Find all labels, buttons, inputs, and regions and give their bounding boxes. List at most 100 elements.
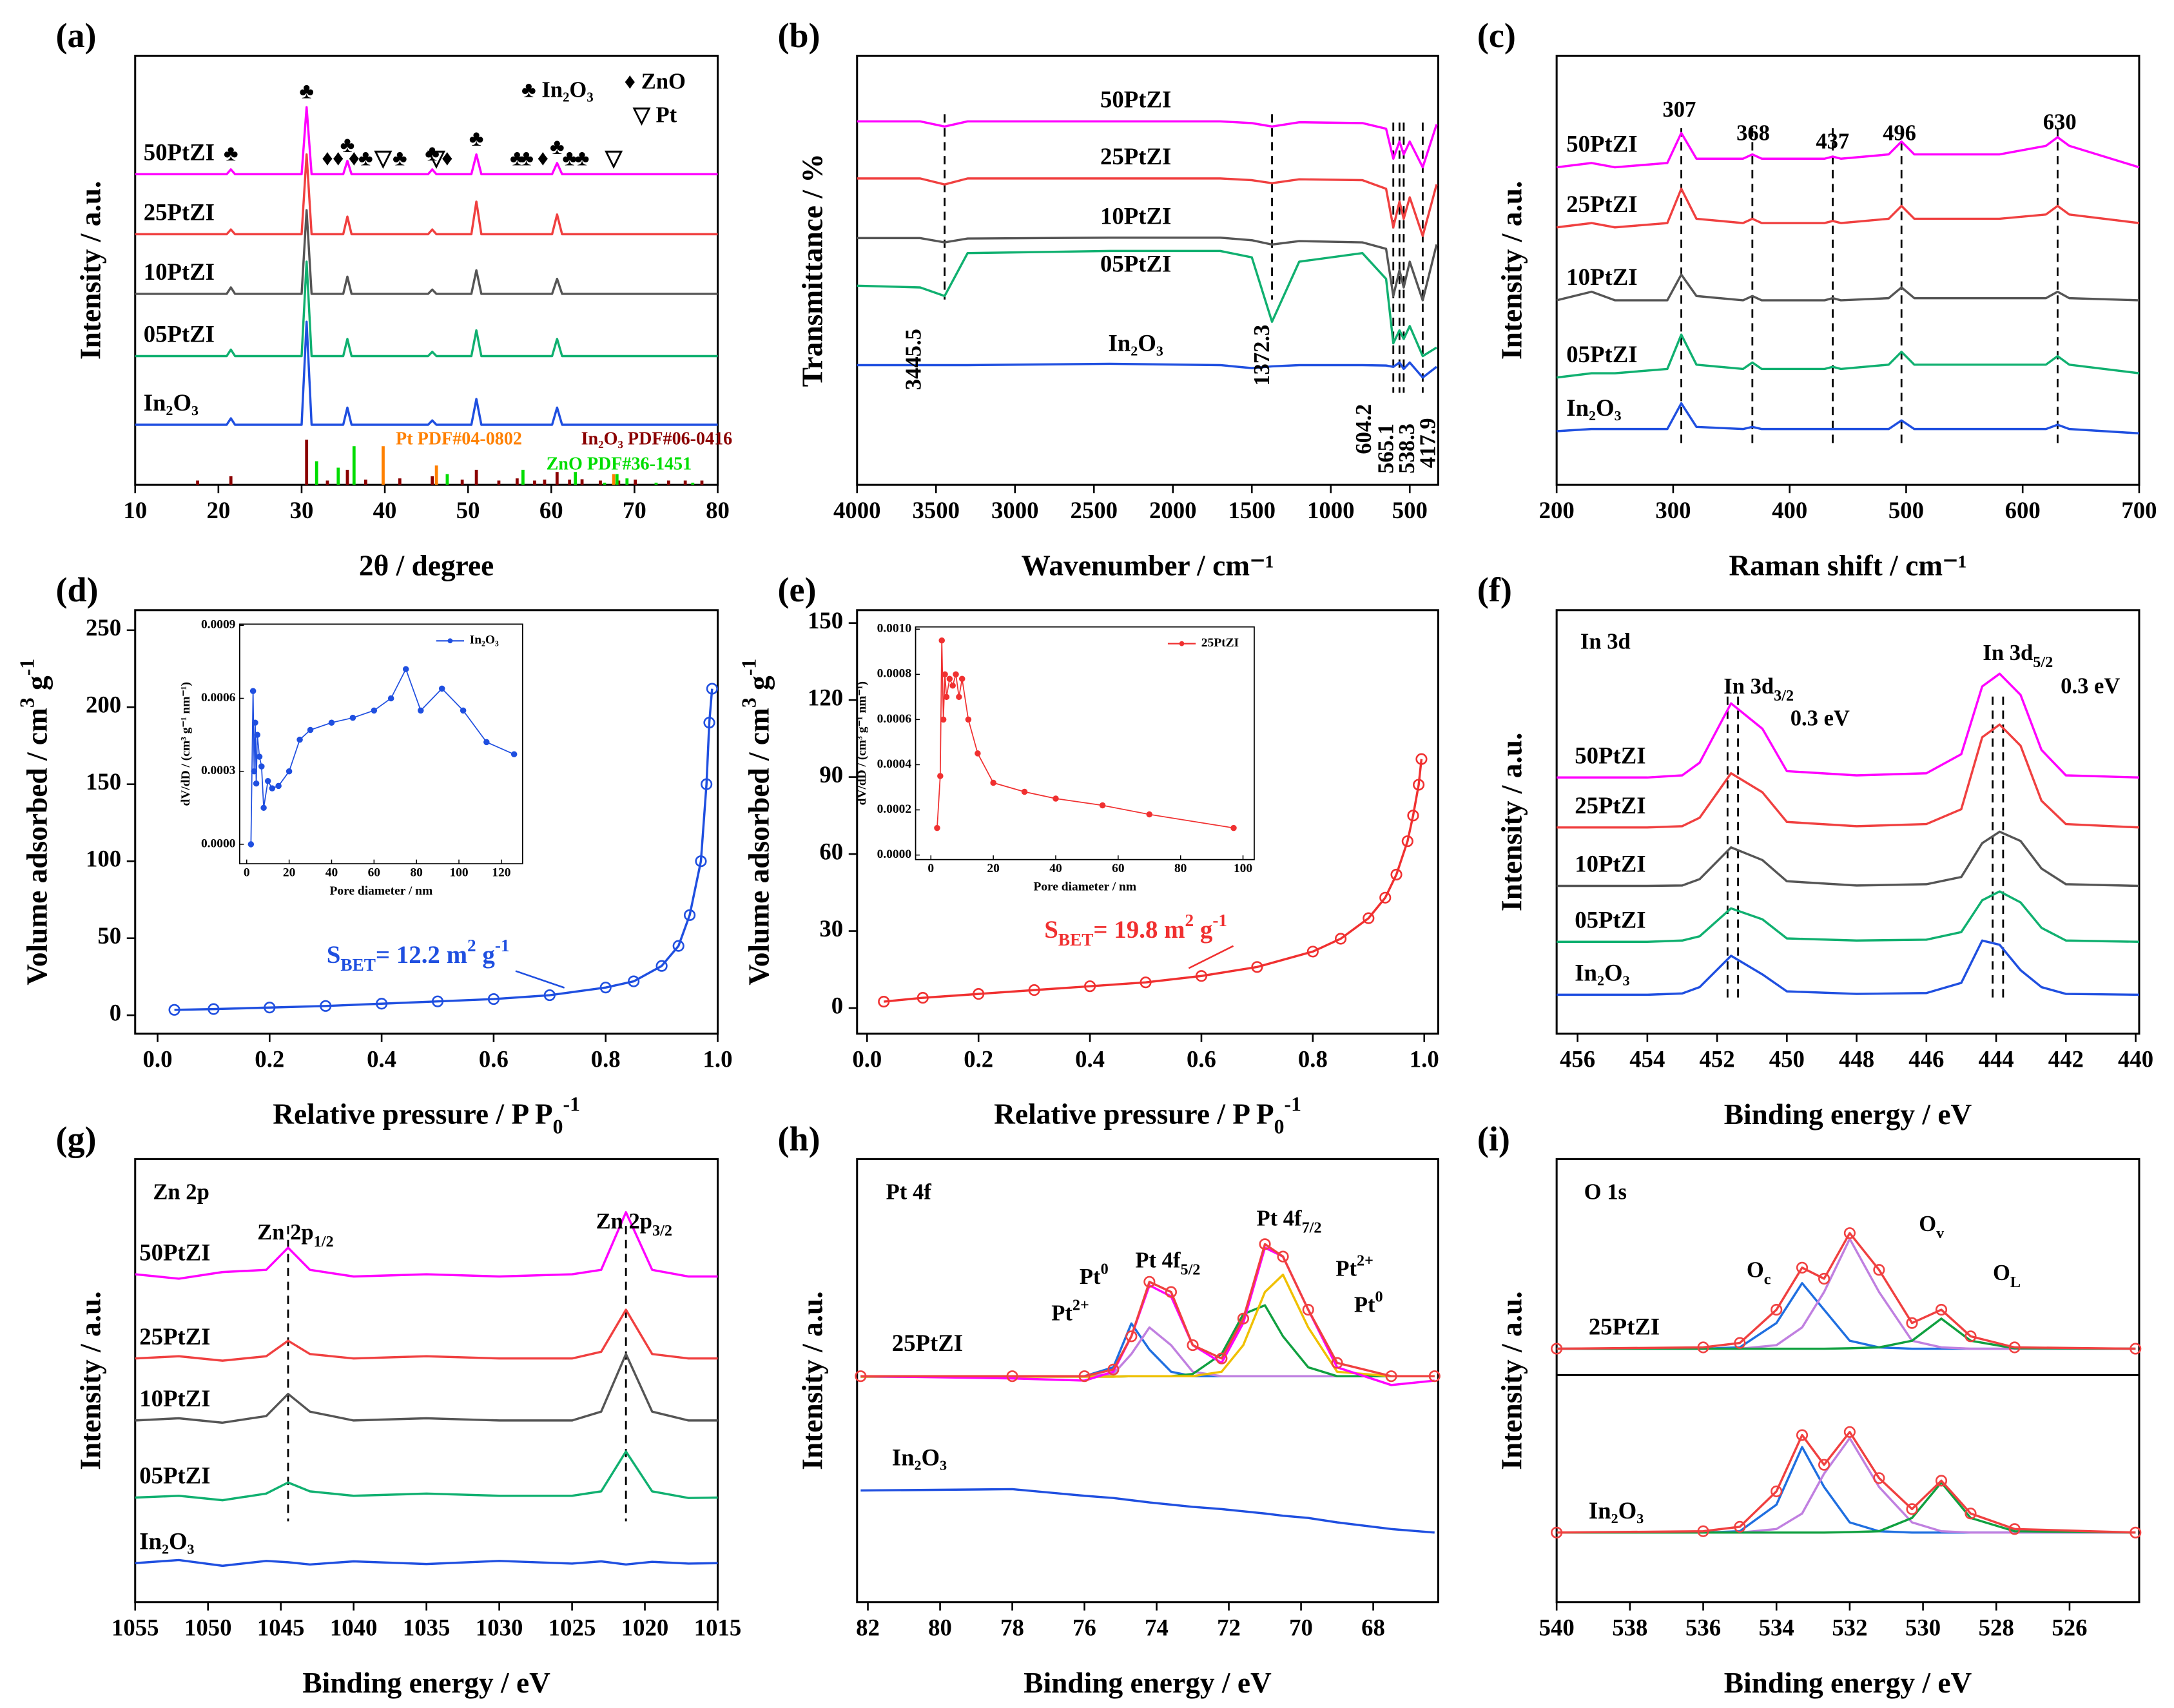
point (1734, 1520, 1746, 1533)
legend-marker (447, 638, 453, 644)
point (990, 779, 996, 786)
point (938, 637, 945, 644)
legend-label: 25PtZI (1201, 636, 1239, 650)
point (878, 995, 890, 1008)
series-line (135, 320, 718, 426)
point (1125, 1330, 1138, 1343)
annotation: SBET= 12.2 m2 g-1 (327, 936, 510, 975)
x-tick-label: 534 (1759, 1614, 1794, 1640)
text-part: g (21, 675, 53, 697)
panel-label: (g) (55, 1120, 96, 1158)
point (1259, 1238, 1271, 1250)
text-part: Volume adsorbed / cm (21, 708, 53, 985)
x-tick-label: 80 (706, 497, 730, 523)
y-axis-label: Intensity / a.u. (796, 1291, 828, 1470)
point (349, 714, 356, 721)
x-tick-label: 0.4 (367, 1046, 396, 1072)
text-part: O (1747, 1257, 1764, 1282)
series-line (857, 177, 1438, 237)
peak-marker: ♦ (538, 146, 549, 171)
y-axis-label: Intensity / a.u. (1496, 1291, 1528, 1470)
point (258, 763, 265, 770)
annotation: In 3d (1580, 630, 1631, 654)
text-part: 0 (1375, 1288, 1383, 1306)
point (1697, 1525, 1709, 1537)
point (1551, 1343, 1563, 1355)
x-axis-label: Binding energy / eV (1724, 1667, 1972, 1699)
series-name: 25PtZI (892, 1330, 963, 1356)
point (1697, 1341, 1709, 1354)
annotation: 1372.3 (1250, 325, 1274, 386)
annotation-arrow (515, 970, 565, 989)
point (438, 685, 445, 692)
point (1818, 1272, 1830, 1285)
x-tick-label: 0.0 (143, 1046, 173, 1072)
series-line (1557, 939, 2139, 996)
series-line (1557, 672, 2139, 779)
annotation: Pt2+ (1051, 1297, 1089, 1326)
text-part: -1 (1212, 911, 1227, 930)
x-tick-label: 1030 (476, 1614, 523, 1640)
point (628, 975, 640, 987)
x-tick-label: 30 (290, 497, 314, 523)
series-line (860, 1243, 1435, 1377)
annotation: 417.9 (1415, 418, 1440, 468)
plot-frame (1555, 609, 2140, 1035)
annotation: Oc (1747, 1257, 1771, 1288)
x-tick-label: 1040 (330, 1614, 378, 1640)
inset-y-tick-label: 0.0002 (877, 802, 911, 816)
x-tick-label: 40 (373, 497, 397, 523)
inset-x-tick-label: 20 (987, 862, 999, 875)
point (1277, 1250, 1289, 1263)
x-tick-label: 2500 (1070, 497, 1118, 523)
series-line (857, 361, 1437, 379)
series-name: In₂O₃ (1589, 1497, 1644, 1524)
text-part: Zn 2p (596, 1209, 652, 1234)
x-tick-label: 1020 (621, 1614, 669, 1640)
x-axis-label: Binding energy / eV (1024, 1667, 1272, 1699)
annotation: ♣ In₂O₃ (521, 78, 594, 102)
y-tick-label: 200 (86, 692, 121, 718)
x-tick-label: 456 (1560, 1046, 1595, 1072)
x-axis-label: Binding energy / eV (1724, 1098, 1972, 1131)
inset-y-tick-label: 0.0004 (877, 757, 912, 771)
x-tick-label: 1035 (403, 1614, 451, 1640)
series-name: 50PtZI (144, 139, 215, 165)
point (376, 998, 388, 1010)
legend-marker (1179, 641, 1185, 646)
point (1415, 753, 1428, 765)
text-part: 2+ (1072, 1297, 1089, 1314)
x-tick-label: 442 (2048, 1046, 2084, 1072)
x-tick-label: 0.6 (1187, 1046, 1216, 1072)
point (208, 1003, 220, 1015)
text-part: -1 (15, 659, 38, 675)
point (1771, 1303, 1783, 1316)
series-line (1557, 1431, 2136, 1534)
point (1935, 1475, 1948, 1487)
series-line (1557, 890, 2139, 943)
x-tick-label: 526 (2052, 1614, 2087, 1640)
x-tick-label: 1.0 (1410, 1046, 1439, 1072)
point (943, 694, 950, 701)
x-tick-label: 82 (856, 1614, 880, 1640)
inset-x-tick-label: 60 (368, 866, 380, 880)
inset-x-tick-label: 40 (1049, 862, 1062, 875)
series-line (135, 1558, 718, 1567)
peak-marker: ▽ (427, 146, 446, 171)
point (483, 739, 490, 746)
point (1818, 1459, 1830, 1471)
series-name: 10PtZI (1566, 264, 1637, 290)
annotation: O 1s (1584, 1179, 1627, 1204)
y-axis-label: Transmittance / % (796, 153, 828, 387)
point (1965, 1508, 1977, 1520)
annotation: 437 (1816, 130, 1849, 154)
series-name: 05PtZI (144, 321, 215, 347)
annotation: 368 (1736, 121, 1770, 146)
point (1028, 984, 1040, 996)
point (251, 768, 258, 775)
annotation: ▽ Pt (632, 103, 677, 128)
point (655, 960, 668, 972)
inset-y-tick-label: 0.0010 (877, 622, 911, 636)
series-name: 25PtZI (1589, 1314, 1660, 1340)
point (1906, 1503, 1918, 1515)
